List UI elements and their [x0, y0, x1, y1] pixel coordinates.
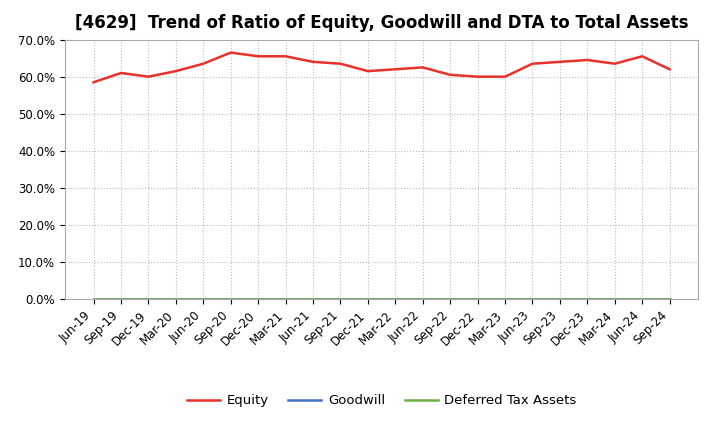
Equity [144, 74, 153, 79]
Legend: Equity, Goodwill, Deferred Tax Assets: Equity, Goodwill, Deferred Tax Assets [181, 389, 582, 412]
Deferred Tax Assets [309, 297, 318, 302]
Goodwill [254, 297, 263, 302]
Goodwill [144, 297, 153, 302]
Goodwill [282, 297, 290, 302]
Deferred Tax Assets [528, 297, 537, 302]
Deferred Tax Assets [254, 297, 263, 302]
Goodwill [665, 297, 674, 302]
Equity [391, 66, 400, 72]
Goodwill [364, 297, 372, 302]
Equity [117, 70, 125, 76]
Deferred Tax Assets [473, 297, 482, 302]
Goodwill [473, 297, 482, 302]
Equity [638, 54, 647, 59]
Deferred Tax Assets [117, 297, 125, 302]
Deferred Tax Assets [638, 297, 647, 302]
Deferred Tax Assets [583, 297, 592, 302]
Deferred Tax Assets [391, 297, 400, 302]
Equity [611, 61, 619, 66]
Deferred Tax Assets [500, 297, 509, 302]
Deferred Tax Assets [171, 297, 180, 302]
Deferred Tax Assets [199, 297, 207, 302]
Equity [364, 69, 372, 74]
Goodwill [199, 297, 207, 302]
Equity [89, 80, 98, 85]
Goodwill [89, 297, 98, 302]
Deferred Tax Assets [665, 297, 674, 302]
Equity [473, 74, 482, 79]
Equity [528, 61, 537, 66]
Goodwill [391, 297, 400, 302]
Deferred Tax Assets [556, 297, 564, 302]
Equity [418, 65, 427, 70]
Goodwill [117, 297, 125, 302]
Deferred Tax Assets [282, 297, 290, 302]
Equity [583, 57, 592, 62]
Goodwill [418, 297, 427, 302]
Goodwill [446, 297, 454, 302]
Equity [254, 54, 263, 59]
Equity [336, 61, 345, 66]
Equity [226, 50, 235, 55]
Equity [309, 59, 318, 65]
Goodwill [226, 297, 235, 302]
Deferred Tax Assets [89, 297, 98, 302]
Deferred Tax Assets [226, 297, 235, 302]
Deferred Tax Assets [611, 297, 619, 302]
Goodwill [556, 297, 564, 302]
Deferred Tax Assets [336, 297, 345, 302]
Equity [199, 61, 207, 66]
Deferred Tax Assets [144, 297, 153, 302]
Goodwill [171, 297, 180, 302]
Line: Equity: Equity [94, 52, 670, 82]
Goodwill [528, 297, 537, 302]
Equity [446, 72, 454, 77]
Equity [282, 54, 290, 59]
Equity [171, 69, 180, 74]
Title: [4629]  Trend of Ratio of Equity, Goodwill and DTA to Total Assets: [4629] Trend of Ratio of Equity, Goodwil… [75, 15, 688, 33]
Equity [665, 66, 674, 72]
Goodwill [336, 297, 345, 302]
Goodwill [583, 297, 592, 302]
Goodwill [500, 297, 509, 302]
Deferred Tax Assets [364, 297, 372, 302]
Goodwill [638, 297, 647, 302]
Deferred Tax Assets [446, 297, 454, 302]
Equity [500, 74, 509, 79]
Goodwill [611, 297, 619, 302]
Deferred Tax Assets [418, 297, 427, 302]
Equity [556, 59, 564, 65]
Goodwill [309, 297, 318, 302]
